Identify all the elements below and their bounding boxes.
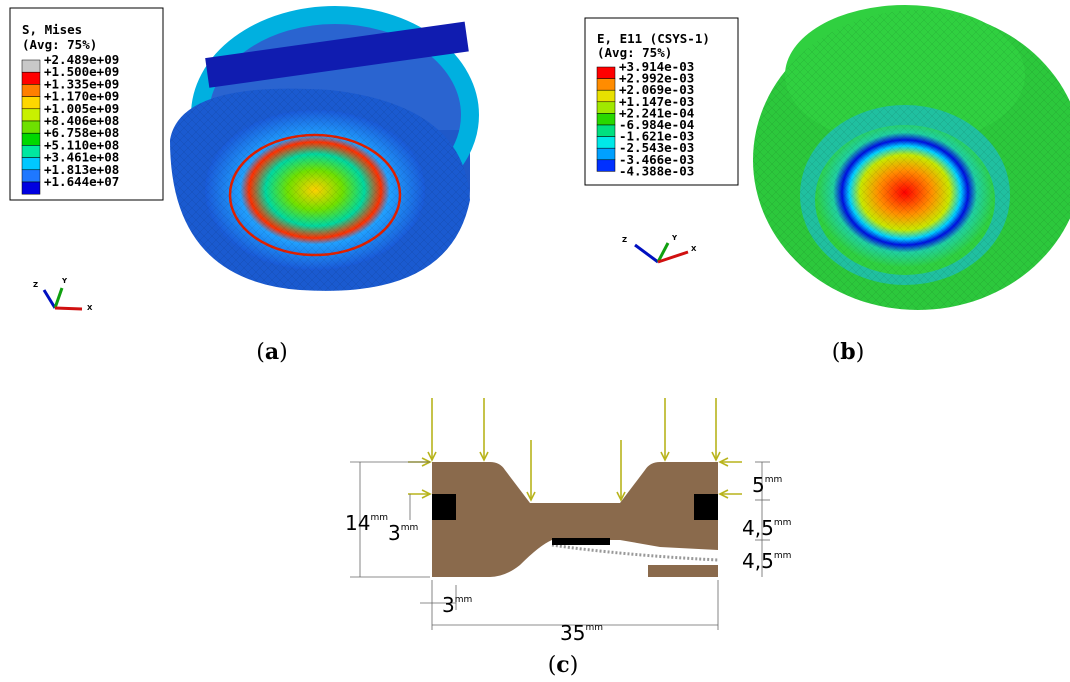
legend-swatch	[21, 108, 41, 122]
legend-label: +1.500e+09	[44, 64, 119, 79]
caption-c: (c)	[548, 652, 579, 678]
legend-swatch	[21, 132, 41, 146]
caption-a: (a)	[256, 339, 287, 365]
legend-label: +2.992e-03	[619, 71, 694, 86]
legend-swatch	[596, 66, 616, 79]
legend-label: +1.147e-03	[619, 94, 694, 109]
legend-swatch	[596, 159, 616, 172]
dimension-unit: mm	[585, 623, 603, 633]
triad-label: X	[87, 304, 93, 312]
dimension-unit: mm	[765, 475, 783, 485]
legend-swatch	[596, 89, 616, 103]
dimension-unit: mm	[774, 551, 792, 561]
dimension-value: 14	[345, 511, 370, 535]
legend-b: +3.914e-03+2.992e-03+2.069e-03+1.147e-03…	[596, 59, 694, 178]
dimension-label: 4,5mm	[742, 516, 791, 540]
legend-title: S, Mises	[22, 22, 82, 37]
triad-b	[634, 242, 689, 264]
triad-label: X	[691, 245, 697, 253]
legend-swatch	[21, 120, 41, 134]
legend-label: +5.110e+08	[44, 137, 119, 152]
specimen-drawing	[350, 398, 770, 630]
dimension-label: 4,5mm	[742, 549, 791, 573]
dimension-value: 35	[560, 621, 585, 645]
legend-swatch	[596, 136, 616, 149]
legend-label: +1.005e+09	[44, 101, 119, 116]
dimension-label: 3mm	[388, 521, 418, 545]
triad-label: Y	[671, 234, 678, 242]
legend-label: +1.335e+09	[44, 76, 119, 91]
legend-label: +1.813e+08	[44, 162, 119, 177]
legend-label: +3.461e+08	[44, 150, 119, 165]
legend-a: +2.489e+09+1.500e+09+1.335e+09+1.170e+09…	[21, 52, 119, 195]
legend-swatch	[21, 145, 41, 158]
legend-swatch	[21, 59, 41, 73]
legend-swatch	[21, 169, 41, 183]
legend-swatch	[596, 113, 616, 126]
legend-swatch	[596, 78, 616, 91]
legend-subtitle: (Avg: 75%)	[597, 45, 672, 60]
dimension-value: 3	[442, 593, 455, 617]
legend-swatch	[21, 96, 41, 110]
dimension-value: 4,5	[742, 549, 774, 573]
legend-swatch	[21, 181, 41, 195]
legend-label: +1.644e+07	[44, 174, 119, 189]
fea-model-a	[170, 6, 479, 291]
dimension-value: 5	[752, 473, 765, 497]
dimension-unit: mm	[370, 513, 388, 523]
legend-swatch	[21, 157, 41, 171]
legend-label: +8.406e+08	[44, 113, 119, 128]
legend-swatch	[596, 147, 616, 161]
legend-label: +1.170e+09	[44, 89, 119, 104]
legend-label: +2.489e+09	[44, 52, 119, 67]
dimension-unit: mm	[401, 523, 419, 533]
dimension-unit: mm	[774, 518, 792, 528]
dimension-label: 35mm	[560, 621, 603, 645]
triad-label: Y	[61, 277, 68, 285]
legend-label: -6.984e-04	[619, 117, 694, 132]
legend-swatch	[596, 124, 616, 137]
triad-labels-b: Z Y X	[622, 234, 697, 253]
dimension-value: 4,5	[742, 516, 774, 540]
dimension-label: 14mm	[345, 511, 388, 535]
caption-b: (b)	[832, 339, 865, 365]
legend-label: +2.069e-03	[619, 82, 694, 97]
fea-model-b	[753, 5, 1070, 310]
triad-a	[42, 287, 83, 311]
legend-label: -3.466e-03	[619, 152, 694, 167]
legend-swatch	[596, 101, 616, 114]
legend-subtitle: (Avg: 75%)	[22, 37, 97, 52]
triad-label: Z	[622, 236, 627, 244]
legend-label: +6.758e+08	[44, 125, 119, 140]
legend-swatch	[21, 84, 41, 97]
legend-label: -4.388e-03	[619, 163, 694, 178]
dimension-label: 5mm	[752, 473, 782, 497]
dimension-value: 3	[388, 521, 401, 545]
legend-label: -2.543e-03	[619, 140, 694, 155]
dimension-unit: mm	[455, 595, 473, 605]
legend-label: +3.914e-03	[619, 59, 694, 74]
triad-labels-a: Z Y X	[33, 277, 93, 312]
legend-label: +2.241e-04	[619, 105, 694, 120]
legend-swatch	[21, 71, 41, 85]
dimension-label: 3mm	[442, 593, 472, 617]
triad-label: Z	[33, 281, 38, 289]
legend-label: -1.621e-03	[619, 129, 694, 144]
legend-title: E, E11 (CSYS-1)	[597, 31, 710, 46]
